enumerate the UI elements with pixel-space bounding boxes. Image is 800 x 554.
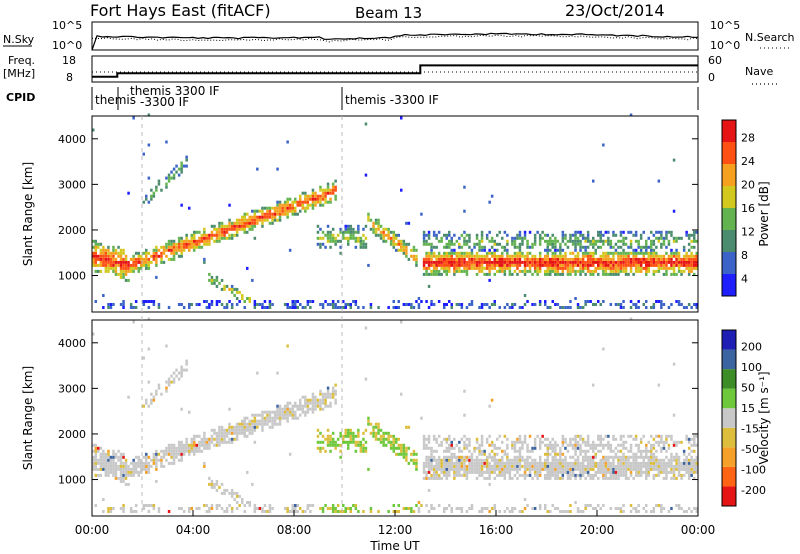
freq-unit-label: [MHz]: [3, 67, 35, 80]
velocity-cbar-swatch-3: [722, 427, 736, 448]
power-cbar-tick-0: 28: [741, 132, 755, 145]
power-cbar-swatch-2: [722, 230, 736, 252]
beam-title: Beam 13: [355, 4, 422, 22]
velocity-cbar-swatch-8: [722, 330, 736, 350]
cpid-seg-1: themis: [95, 93, 136, 107]
power-ylabel: Slant Range [km]: [21, 162, 35, 266]
nsky-tick-bottom: 10^0: [52, 39, 82, 52]
power-ytick-2: 3000: [58, 178, 86, 191]
velocity-cbar-tick-3: 15: [741, 402, 755, 415]
freq-tick-bottom: 8: [66, 71, 73, 84]
freq-tick-top: 18: [62, 54, 76, 67]
velocity-cbar-tick-7: -200: [741, 484, 766, 497]
velocity-ylabel: Slant Range [km]: [21, 366, 35, 470]
power-cbar-tick-3: 16: [741, 202, 755, 215]
velocity-cbar-swatch-4: [722, 408, 736, 428]
velocity-cbar-swatch-6: [722, 369, 736, 389]
cpid-seg-2-sub: -3300 IF: [140, 95, 189, 109]
power-cbar-swatch-6: [722, 142, 736, 164]
power-heatmap: [92, 113, 698, 309]
power-cbar-tick-4: 12: [741, 225, 755, 238]
power-cbar-swatch-4: [722, 186, 736, 208]
power-panel: 1000 2000 3000 4000 Slant Range [km] 28 24 20…: [21, 113, 771, 313]
velocity-cbar-swatch-1: [722, 466, 736, 487]
velocity-cbar-tick-0: 200: [741, 340, 762, 353]
power-colorbar-label: Power [dB]: [757, 181, 771, 246]
nave-tick-bottom: 0: [708, 71, 715, 84]
velocity-heatmap: [92, 317, 698, 513]
power-cbar-swatch-5: [722, 164, 736, 186]
xtick-6: 00:00: [681, 523, 716, 537]
power-cbar-swatch-1: [722, 252, 736, 274]
velocity-panel: 1000 2000 3000 4000 00:00 04:00 08:00 12:00 16:…: [21, 317, 771, 553]
velocity-ytick-0: 1000: [58, 474, 86, 487]
velocity-cbar-tick-5: -50: [741, 443, 759, 456]
xtick-3: 12:00: [378, 523, 413, 537]
power-cbar-swatch-0: [722, 274, 736, 296]
power-ytick-1: 2000: [58, 224, 86, 237]
power-cbar-swatch-3: [722, 208, 736, 230]
xtick-4: 16:00: [479, 523, 514, 537]
power-cbar-tick-6: 4: [741, 272, 748, 285]
power-cbar-tick-5: 8: [741, 249, 748, 262]
velocity-cbar-swatch-2: [722, 447, 736, 467]
nsearch-tick-top: 10^5: [710, 19, 740, 32]
time-axis-label: Time UT: [369, 539, 420, 553]
nsky-tick-top: 10^5: [52, 19, 82, 32]
cpid-panel: CPID themis themis 3300 IF -3300 IF them…: [6, 84, 699, 110]
nsearch-label: N.Search: [745, 31, 795, 44]
power-cbar-swatch-7: [722, 120, 736, 142]
freq-label: Freq.: [8, 54, 35, 67]
velocity-cbar-tick-2: 50: [741, 381, 755, 394]
cpid-seg-3: themis -3300 IF: [345, 93, 439, 107]
power-ytick-3: 4000: [58, 133, 86, 146]
velocity-ytick-3: 4000: [58, 337, 86, 350]
velocity-ytick-1: 2000: [58, 428, 86, 441]
power-cbar-tick-2: 20: [741, 179, 755, 192]
velocity-cbar-swatch-7: [722, 349, 736, 370]
xtick-1: 04:00: [176, 523, 211, 537]
velocity-ytick-2: 3000: [58, 382, 86, 395]
velocity-colorbar-label: Velocity [m s⁻¹]: [757, 371, 771, 464]
velocity-cbar-tick-4: -15: [741, 422, 759, 435]
nave-label: Nave: [745, 65, 773, 78]
cpid-seg-2: themis 3300 IF: [130, 84, 220, 98]
power-colorbar: 28 24 20 16 12 8 4: [721, 119, 755, 297]
power-ytick-0: 1000: [58, 270, 86, 283]
velocity-cbar-swatch-0: [722, 486, 736, 506]
station-title: Fort Hays East (fitACF): [90, 1, 271, 20]
cpid-label: CPID: [6, 91, 35, 104]
velocity-cbar-tick-6: -100: [741, 463, 766, 476]
velocity-cbar-swatch-5: [722, 388, 736, 409]
date-title: 23/Oct/2014: [565, 1, 665, 20]
xtick-0: 00:00: [75, 523, 110, 537]
nsearch-tick-bottom: 10^0: [710, 39, 740, 52]
nsky-panel: N.Sky 10^5 10^0 10^5 10^0 N.Search: [3, 19, 795, 52]
velocity-cbar-tick-1: 100: [741, 361, 762, 374]
nave-tick-top: 60: [708, 54, 722, 67]
freq-panel: Freq. [MHz] 18 8 60 0 Nave: [3, 54, 778, 85]
xtick-2: 08:00: [277, 523, 312, 537]
xtick-5: 20:00: [580, 523, 615, 537]
power-cbar-tick-1: 24: [741, 155, 755, 168]
velocity-colorbar: 200 100 50 15 -15 -50 -100 -200: [721, 329, 766, 507]
nsky-label: N.Sky: [3, 33, 35, 46]
